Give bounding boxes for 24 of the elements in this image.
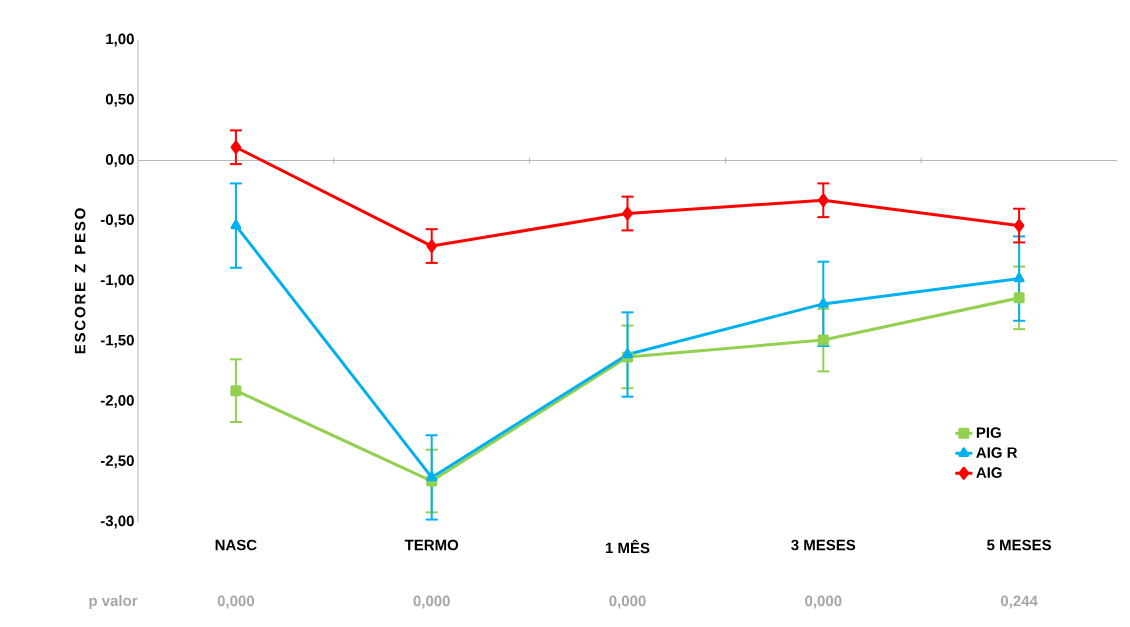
text: 0,244: [1000, 595, 1038, 609]
y-tick-label: 1,00: [106, 33, 134, 47]
text: 0,000: [609, 595, 646, 609]
legend-label: PIG: [976, 427, 1001, 438]
text: p valor: [89, 595, 138, 609]
y-tick-label: -1,50: [100, 334, 134, 348]
text: 0,000: [217, 595, 255, 609]
x-tick-label: 5 MESES: [987, 539, 1052, 551]
legend-label: AIG: [976, 467, 1002, 478]
legend-label: AIG R: [976, 447, 1018, 458]
text: 0,000: [805, 595, 842, 609]
y-tick-label: -2,00: [100, 395, 134, 408]
y-tick-label: 0,50: [105, 93, 134, 107]
text: 0,000: [413, 595, 450, 609]
y-tick-label: -2,50: [100, 455, 134, 469]
x-tick-label: 3 MESES: [791, 539, 856, 551]
y-tick-label: -1,00: [100, 274, 134, 288]
y-tick-label: -3,00: [100, 515, 134, 529]
x-tick-label: TERMO: [404, 539, 459, 551]
x-tick-label: 1 MÊS: [605, 539, 650, 554]
y-axis-title: ESCORE Z PESO: [74, 208, 86, 354]
y-tick-label: -0,50: [100, 214, 134, 228]
x-tick-label: NASC: [215, 539, 257, 551]
y-tick-label: 0,00: [105, 154, 134, 167]
